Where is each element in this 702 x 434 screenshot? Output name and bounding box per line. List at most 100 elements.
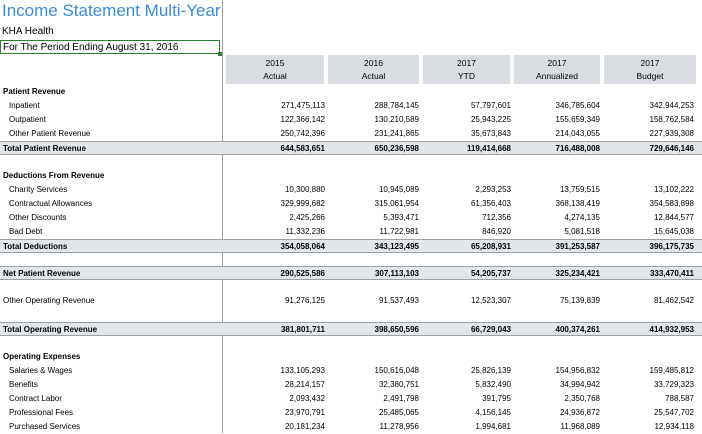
cell-value: 91,537,493: [378, 296, 419, 305]
row-label: Total Patient Revenue: [3, 144, 86, 153]
table-row[interactable]: Benefits 28,214,157 32,380,751 5,832,490 34,…: [0, 378, 702, 392]
cell-value: 307,113,103: [374, 269, 419, 278]
row-label: Purchased Services: [9, 422, 81, 431]
cell-value: 57,797,601: [470, 101, 511, 110]
cell-value: 391,253,587: [555, 242, 601, 251]
cell-value: 288,784,145: [374, 101, 420, 110]
table-row[interactable]: Salaries & Wages 133,105,293 150,616,048 25…: [0, 364, 702, 378]
cell-value: 214,043,055: [555, 129, 601, 138]
cell-value: 66,729,043: [470, 325, 511, 334]
cell-value: 12,523,307: [470, 296, 511, 305]
cell-value: 4,156,145: [475, 408, 511, 417]
column-type: Budget: [636, 71, 664, 81]
table-row[interactable]: Other Operating Revenue 91,276,125 91,537,…: [0, 294, 702, 308]
cell-value: 35,673,843: [470, 129, 511, 138]
cell-value: 33,729,323: [653, 380, 694, 389]
table-row[interactable]: Professional Fees 23,970,791 25,485,065 4,1…: [0, 406, 702, 420]
cell-value: 729,646,146: [649, 144, 695, 153]
cell-value: 81,462,542: [653, 296, 694, 305]
table-row[interactable]: Bad Debt 11,332,236 11,722,981 846,920 5,081…: [0, 225, 702, 239]
table-row[interactable]: Other Discounts 2,425,266 5,393,471 712,356…: [0, 211, 702, 225]
cell-value: 290,525,586: [280, 269, 326, 278]
row-label: Total Operating Revenue: [3, 325, 98, 334]
row-label: Charity Services: [9, 185, 68, 194]
fill-handle[interactable]: [218, 52, 222, 56]
cell-value: 28,214,157: [284, 380, 325, 389]
cell-value: 644,583,651: [280, 144, 326, 153]
cell-value: 5,393,471: [383, 213, 419, 222]
cell-value: 250,742,396: [280, 129, 326, 138]
cell-value: 61,356,403: [470, 199, 511, 208]
section-header-row[interactable]: Deductions From Revenue: [0, 169, 702, 183]
cell-value: 25,826,139: [470, 366, 511, 375]
table-row[interactable]: Outpatient 122,366,142 130,210,589 25,943,2…: [0, 113, 702, 127]
organization-name: KHA Health: [2, 26, 54, 37]
table-row[interactable]: Inpatient 271,475,113 288,784,145 57,797,60…: [0, 99, 702, 113]
row-label: Contractual Allowances: [9, 199, 93, 208]
row-label: Total Deductions: [3, 242, 68, 251]
cell-value: 159,485,812: [649, 366, 695, 375]
cell-value: 75,139,839: [559, 296, 600, 305]
section-header-row[interactable]: Patient Revenue: [0, 85, 702, 99]
cell-value: 158,762,584: [649, 115, 695, 124]
column-year: 2017: [457, 58, 476, 68]
total-row[interactable]: Total Operating Revenue 381,801,711 398,65…: [0, 322, 702, 336]
cell-value: 119,414,668: [466, 144, 511, 153]
column-header: 2015 Actual: [226, 55, 324, 84]
table-row[interactable]: Charity Services 10,300,880 10,945,089 2,29…: [0, 183, 702, 197]
cell-value: 231,241,865: [374, 129, 420, 138]
section-header-row[interactable]: Operating Expenses: [0, 350, 702, 364]
cell-value: 25,485,065: [378, 408, 419, 417]
row-label: Other Patient Revenue: [9, 129, 91, 138]
cell-value: 32,380,751: [378, 380, 419, 389]
column-header: 2016 Actual: [328, 55, 419, 84]
table-row[interactable]: Contractual Allowances 329,999,682 315,061…: [0, 197, 702, 211]
cell-value: 396,175,735: [649, 242, 695, 251]
cell-value: 150,616,048: [374, 366, 420, 375]
column-type: YTD: [458, 71, 475, 81]
row-label: Contract Labor: [9, 394, 62, 403]
cell-value: 2,425,266: [289, 213, 325, 222]
cell-value: 2,293,253: [475, 185, 511, 194]
cell-value: 5,832,490: [475, 380, 511, 389]
cell-value: 155,659,349: [555, 115, 601, 124]
cell-value: 10,945,089: [378, 185, 419, 194]
cell-value: 271,475,113: [281, 101, 325, 110]
cell-value: 342,944,253: [649, 101, 695, 110]
cell-value: 343,123,495: [374, 242, 420, 251]
cell-value: 122,366,142: [280, 115, 326, 124]
row-label: Inpatient: [9, 101, 40, 110]
cell-value: 23,970,791: [284, 408, 325, 417]
cell-value: 4,274,135: [564, 213, 600, 222]
row-label: Salaries & Wages: [9, 366, 73, 375]
table-row[interactable]: Contract Labor 2,093,432 2,491,798 391,795 2…: [0, 392, 702, 406]
cell-value: 400,374,261: [555, 325, 601, 334]
cell-value: 414,932,953: [649, 325, 695, 334]
cell-value: 2,093,432: [289, 394, 325, 403]
row-label: Patient Revenue: [3, 87, 66, 96]
cell-value: 788,587: [665, 394, 694, 403]
total-row[interactable]: Total Deductions 354,058,064 343,123,495 65…: [0, 239, 702, 253]
cell-value: 91,276,125: [284, 296, 325, 305]
cell-value: 315,061,954: [374, 199, 420, 208]
cell-value: 368,138,419: [555, 199, 601, 208]
cell-value: 12,844,577: [653, 213, 694, 222]
cell-value: 24,936,872: [559, 408, 600, 417]
cell-value: 846,920: [482, 227, 511, 236]
cell-value: 34,994,942: [559, 380, 600, 389]
cell-value: 13,102,222: [653, 185, 694, 194]
row-label: Bad Debt: [9, 227, 43, 236]
table-row[interactable]: Purchased Services 20,181,234 11,278,956 1,…: [0, 420, 702, 434]
total-row[interactable]: Total Patient Revenue 644,583,651 650,236,…: [0, 141, 702, 155]
table-row[interactable]: Other Patient Revenue 250,742,396 231,241,…: [0, 127, 702, 141]
cell-value: 11,278,956: [379, 422, 419, 431]
cell-value: 154,956,832: [555, 366, 601, 375]
total-row[interactable]: Net Patient Revenue 290,525,586 307,113,10…: [0, 266, 702, 280]
period-text: For The Period Ending August 31, 2016: [3, 42, 179, 53]
row-label: Benefits: [9, 380, 38, 389]
column-year: 2017: [640, 58, 660, 68]
cell-value: 5,081,518: [564, 227, 600, 236]
cell-value: 12,934,118: [654, 422, 694, 431]
period-cell[interactable]: For The Period Ending August 31, 2016: [0, 40, 222, 56]
cell-value: 227,939,308: [649, 129, 695, 138]
